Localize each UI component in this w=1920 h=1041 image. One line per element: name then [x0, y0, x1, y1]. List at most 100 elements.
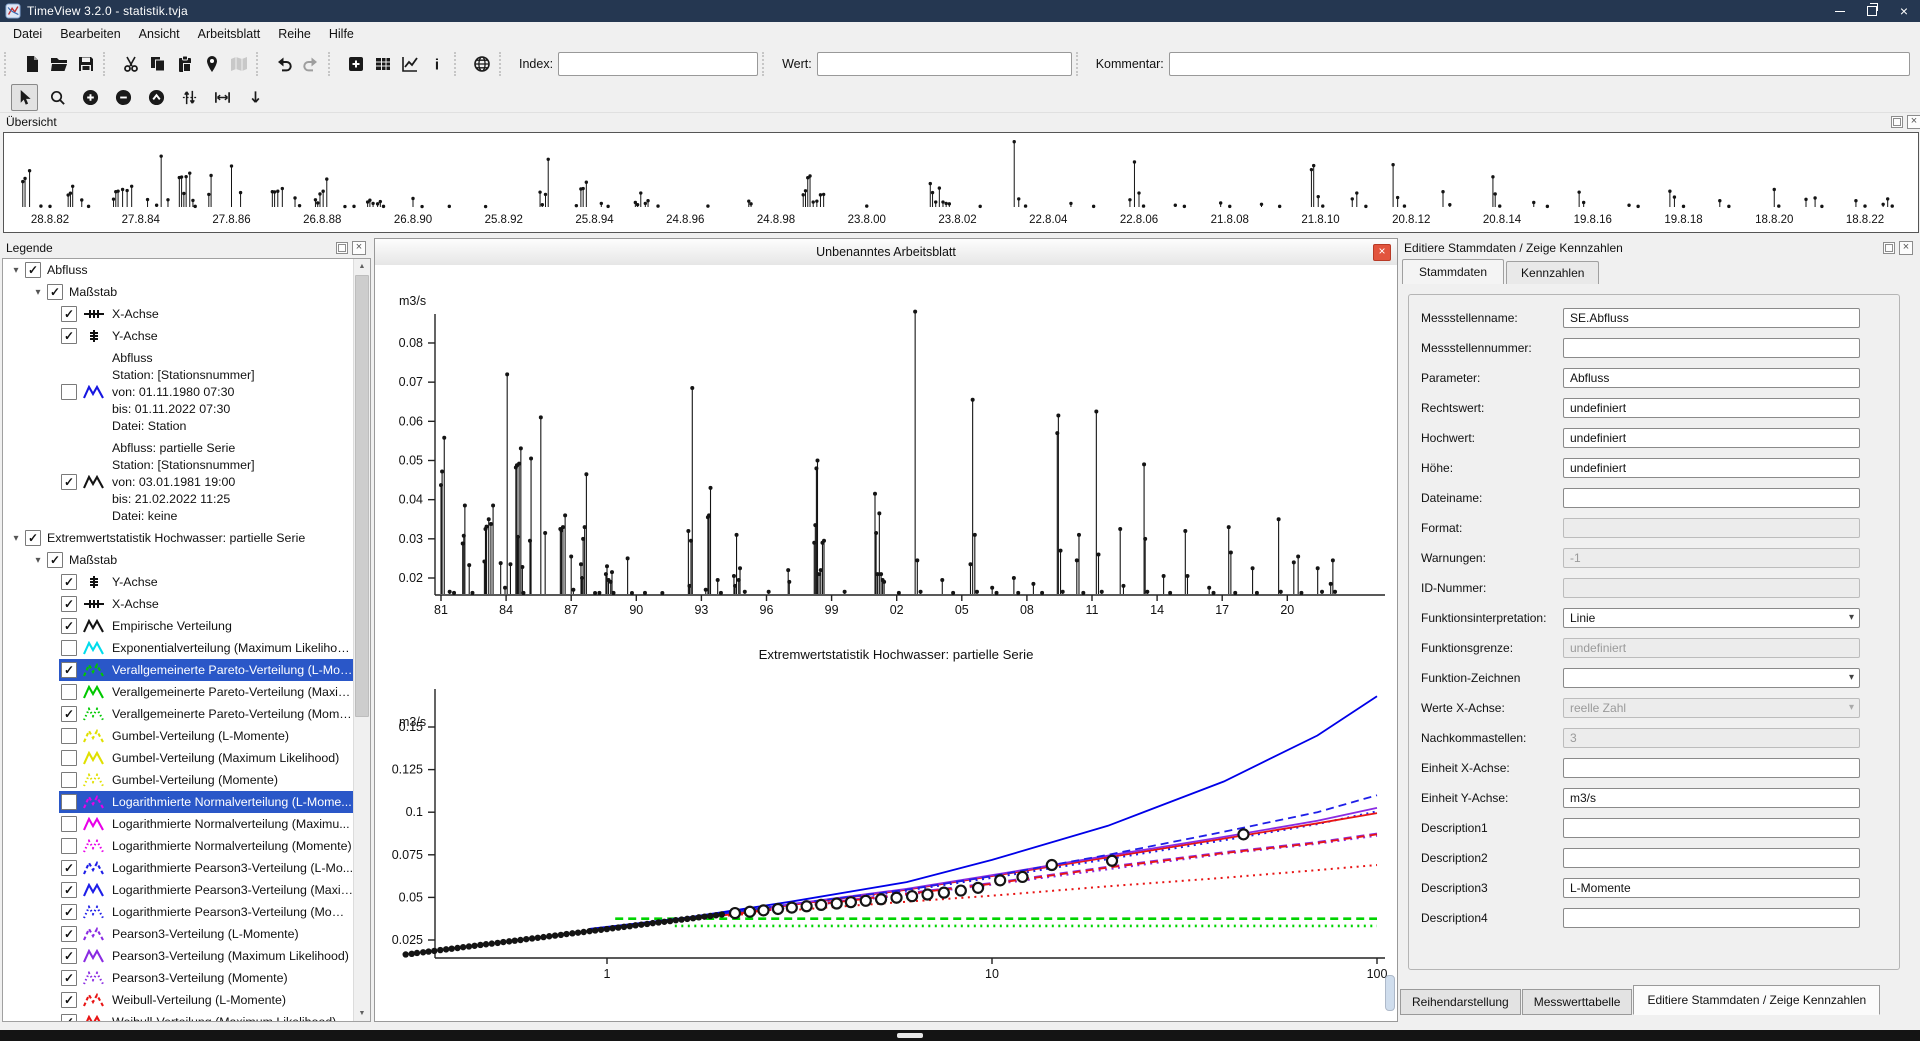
legend-item-empirische-verteilung[interactable]: ✓Empirische Verteilung [3, 615, 354, 637]
checkbox[interactable] [61, 384, 77, 400]
zoom-in-tool-button[interactable] [77, 84, 104, 111]
legend-item-x-achse[interactable]: ✓X-Achse [3, 593, 354, 615]
cut-button[interactable] [117, 51, 144, 78]
legend-item-y-achse[interactable]: ✓Y-Achse [3, 325, 354, 347]
timeseries-chart[interactable]: m3/s0.020.030.040.050.060.070.0881848790… [385, 269, 1387, 621]
legend-item-abfluss[interactable]: ▾✓Abfluss [3, 259, 354, 281]
field-messstellenname[interactable]: SE.Abfluss [1563, 308, 1860, 328]
overview-close-icon[interactable]: × [1907, 115, 1920, 129]
field-funktionsinterpretation[interactable]: Linie▾ [1563, 608, 1860, 628]
legend-item-pearson3-verteilung-l-momente[interactable]: ✓Pearson3-Verteilung (L-Momente) [3, 923, 354, 945]
fit-vertical-tool-button[interactable] [176, 84, 203, 111]
expander-icon[interactable]: ▾ [31, 287, 45, 298]
field-funktion-zeichnen[interactable]: ▾ [1563, 668, 1860, 688]
field-messstellennummer[interactable] [1563, 338, 1860, 358]
pan-up-tool-button[interactable] [143, 84, 170, 111]
station-pin-button[interactable] [198, 51, 225, 78]
legend-scrollbar[interactable]: ▲ ▼ [353, 259, 370, 1021]
field-rechtswert[interactable]: undefiniert [1563, 398, 1860, 418]
field-hochwert[interactable]: undefiniert [1563, 428, 1860, 448]
checkbox[interactable]: ✓ [61, 618, 77, 634]
menu-hilfe[interactable]: Hilfe [320, 24, 363, 44]
checkbox[interactable]: ✓ [47, 284, 63, 300]
checkbox[interactable]: ✓ [47, 552, 63, 568]
bottom-tab-reihendarstellung[interactable]: Reihendarstellung [1400, 989, 1521, 1015]
legend-item-verallgemeinerte-pareto-verteilung-l-mom[interactable]: ✓Verallgemeinerte Pareto-Verteilung (L-M… [3, 659, 354, 681]
checkbox[interactable]: ✓ [61, 882, 77, 898]
legend-item-extremwertstatistik-hochwasser-partielle-serie[interactable]: ▾✓Extremwertstatistik Hochwasser: partie… [3, 527, 354, 549]
tab-kennzahlen[interactable]: Kennzahlen [1506, 261, 1599, 284]
menu-ansicht[interactable]: Ansicht [130, 24, 189, 44]
new-worksheet-button[interactable] [342, 51, 369, 78]
checkbox[interactable]: ✓ [61, 860, 77, 876]
stammdaten-close-icon[interactable]: × [1899, 241, 1913, 255]
line-chart-button[interactable] [396, 51, 423, 78]
legend-item-logarithmierte-pearson3-verteilung-maxim[interactable]: ✓Logarithmierte Pearson3-Verteilung (Max… [3, 879, 354, 901]
field-description3[interactable]: L-Momente [1563, 878, 1860, 898]
legend-float-icon[interactable] [336, 242, 348, 254]
checkbox[interactable] [61, 838, 77, 854]
scroll-down-icon[interactable]: ▼ [354, 1006, 370, 1021]
wert-input[interactable] [817, 52, 1072, 76]
field-einheit-x-achse[interactable] [1563, 758, 1860, 778]
magnifier-tool-button[interactable] [44, 84, 71, 111]
expander-icon[interactable]: ▾ [9, 265, 23, 276]
legend-item-maßstab[interactable]: ▾✓Maßstab [3, 281, 354, 303]
checkbox[interactable]: ✓ [61, 306, 77, 322]
taskbar-pill[interactable] [897, 1033, 923, 1038]
field-description1[interactable] [1563, 818, 1860, 838]
new-file-button[interactable] [18, 51, 45, 78]
info-button[interactable]: i [423, 51, 450, 78]
overview-chart[interactable]: 28.8.8227.8.8427.8.8626.8.8826.8.9025.8.… [3, 132, 1919, 233]
field-dateiname[interactable] [1563, 488, 1860, 508]
stammdaten-float-icon[interactable] [1883, 242, 1895, 254]
checkbox[interactable]: ✓ [61, 474, 77, 490]
legend-item-weibull-verteilung-maximum-likelihood[interactable]: ✓Weibull-Verteilung (Maximum Likelihood) [3, 1011, 354, 1021]
legend-item-weibull-verteilung-l-momente[interactable]: ✓Weibull-Verteilung (L-Momente) [3, 989, 354, 1011]
menu-bearbeiten[interactable]: Bearbeiten [51, 24, 129, 44]
field-description2[interactable] [1563, 848, 1860, 868]
copy-button[interactable] [144, 51, 171, 78]
checkbox[interactable] [61, 816, 77, 832]
restore-button[interactable] [1856, 0, 1888, 22]
globe-button[interactable] [468, 51, 495, 78]
legend-item-verallgemeinerte-pareto-verteilung-momen[interactable]: ✓Verallgemeinerte Pareto-Verteilung (Mom… [3, 703, 354, 725]
open-file-button[interactable] [45, 51, 72, 78]
legend-item-abfluss-partielle-serie[interactable]: ✓Abfluss: partielle SerieStation: [Stati… [3, 437, 354, 527]
fit-horizontal-tool-button[interactable] [209, 84, 236, 111]
checkbox[interactable]: ✓ [61, 948, 77, 964]
worksheet-header[interactable]: Unbenanntes Arbeitsblatt × [375, 239, 1397, 266]
index-input[interactable] [558, 52, 758, 76]
legend-item-logarithmierte-pearson3-verteilung-l-mo[interactable]: ✓Logarithmierte Pearson3-Verteilung (L-M… [3, 857, 354, 879]
scroll-thumb[interactable] [355, 275, 369, 717]
zoom-out-tool-button[interactable] [110, 84, 137, 111]
bottom-tab-editiere-stammdaten-zeige-kennzahlen[interactable]: Editiere Stammdaten / Zeige Kennzahlen [1633, 985, 1880, 1015]
legend-item-logarithmierte-normalverteilung-maximu[interactable]: Logarithmierte Normalverteilung (Maximu.… [3, 813, 354, 835]
checkbox[interactable]: ✓ [25, 262, 41, 278]
checkbox[interactable]: ✓ [61, 970, 77, 986]
checkbox[interactable]: ✓ [25, 530, 41, 546]
checkbox[interactable] [61, 640, 77, 656]
bottom-tab-messwerttabelle[interactable]: Messwerttabelle [1522, 989, 1633, 1015]
menu-datei[interactable]: Datei [4, 24, 51, 44]
undo-button[interactable] [270, 51, 297, 78]
legend-item-gumbel-verteilung-l-momente[interactable]: Gumbel-Verteilung (L-Momente) [3, 725, 354, 747]
legend-item-gumbel-verteilung-momente[interactable]: Gumbel-Verteilung (Momente) [3, 769, 354, 791]
checkbox[interactable]: ✓ [61, 904, 77, 920]
tab-stammdaten[interactable]: Stammdaten [1402, 259, 1504, 284]
legend-close-icon[interactable]: × [352, 241, 366, 255]
expander-icon[interactable]: ▾ [31, 555, 45, 566]
legend-item-exponentialverteilung-maximum-likelihood[interactable]: Exponentialverteilung (Maximum Likelihoo… [3, 637, 354, 659]
checkbox[interactable] [61, 684, 77, 700]
checkbox[interactable]: ✓ [61, 992, 77, 1008]
checkbox[interactable] [61, 772, 77, 788]
legend-item-maßstab[interactable]: ▾✓Maßstab [3, 549, 354, 571]
checkbox[interactable]: ✓ [61, 662, 77, 678]
checkbox[interactable]: ✓ [61, 596, 77, 612]
scroll-up-icon[interactable]: ▲ [354, 259, 370, 274]
checkbox[interactable]: ✓ [61, 926, 77, 942]
pointer-tool-button[interactable] [11, 84, 38, 111]
legend-item-y-achse[interactable]: ✓Y-Achse [3, 571, 354, 593]
field-description4[interactable] [1563, 908, 1860, 928]
legend-item-abfluss[interactable]: AbflussStation: [Stationsnummer]von: 01.… [3, 347, 354, 437]
